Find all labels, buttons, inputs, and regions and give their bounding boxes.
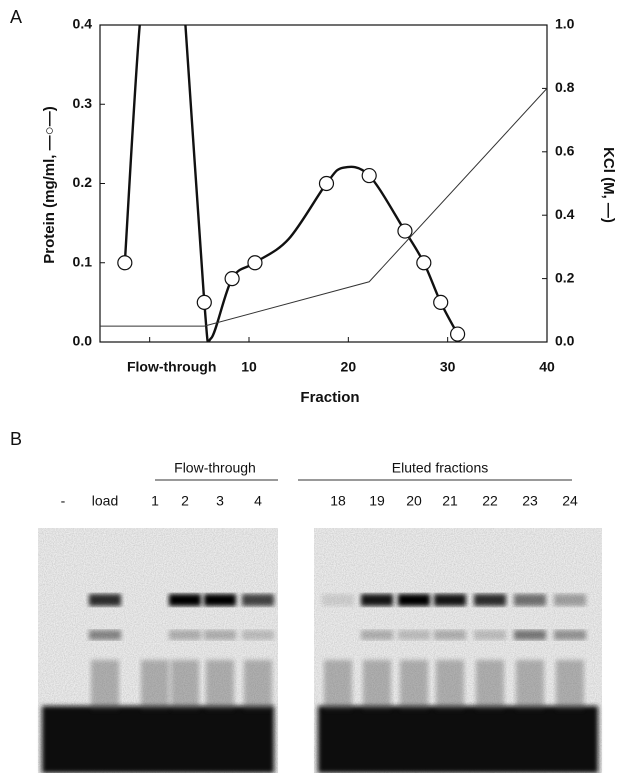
lane-label: 23 bbox=[522, 493, 538, 509]
band bbox=[398, 594, 430, 606]
band bbox=[322, 594, 354, 606]
x-tick-label: 30 bbox=[440, 359, 456, 375]
band bbox=[554, 630, 586, 640]
data-point bbox=[318, 175, 335, 192]
band bbox=[169, 630, 201, 640]
band bbox=[169, 594, 201, 606]
band bbox=[361, 594, 393, 606]
data-point bbox=[416, 255, 432, 271]
x-tick-label: 40 bbox=[539, 359, 555, 375]
lane-label: 3 bbox=[216, 493, 224, 509]
free-probe bbox=[318, 706, 598, 773]
band bbox=[242, 630, 274, 640]
y2-tick-label: 0.0 bbox=[555, 333, 575, 349]
x-tick-label: 20 bbox=[341, 359, 357, 375]
y-tick-label: 0.4 bbox=[73, 16, 93, 32]
kcl-line bbox=[100, 88, 547, 327]
lane-label: 24 bbox=[562, 493, 578, 509]
data-point bbox=[450, 326, 466, 342]
lane-smear bbox=[141, 660, 169, 710]
data-point bbox=[361, 167, 377, 184]
lane-label: 1 bbox=[151, 493, 159, 509]
band bbox=[398, 630, 430, 640]
y-tick-label: 0.1 bbox=[73, 253, 93, 269]
y-tick-label: 0.3 bbox=[73, 95, 93, 111]
band bbox=[554, 594, 586, 606]
lane-smear bbox=[436, 660, 464, 710]
y2-tick-label: 1.0 bbox=[555, 16, 575, 32]
lane-label: 2 bbox=[181, 493, 189, 509]
lane-smear bbox=[206, 660, 234, 710]
band bbox=[89, 630, 121, 640]
lane-smear bbox=[91, 660, 119, 710]
band bbox=[434, 630, 466, 640]
lane-label: 21 bbox=[442, 493, 458, 509]
lane-label: 4 bbox=[254, 493, 262, 509]
band bbox=[434, 594, 466, 606]
lane-label: 20 bbox=[406, 493, 422, 509]
lane-smear bbox=[244, 660, 272, 710]
lane-smear bbox=[324, 660, 352, 710]
lane-smear bbox=[171, 660, 199, 710]
lane-smear bbox=[363, 660, 391, 710]
band bbox=[474, 630, 506, 640]
protein-curve bbox=[123, 25, 459, 342]
panel-label: A bbox=[10, 7, 22, 27]
lane-smear bbox=[476, 660, 504, 710]
lane-label: load bbox=[92, 493, 118, 509]
band bbox=[361, 630, 393, 640]
band bbox=[514, 630, 546, 640]
data-point bbox=[247, 255, 263, 271]
x-axis-title: Fraction bbox=[300, 389, 359, 406]
lane-smear bbox=[400, 660, 428, 710]
panel-label: B bbox=[10, 429, 22, 449]
gel-image bbox=[38, 528, 602, 773]
data-point bbox=[397, 223, 413, 239]
band bbox=[474, 594, 506, 606]
band bbox=[204, 630, 236, 640]
x-tick-label: Flow-through bbox=[127, 359, 216, 375]
y2-tick-label: 0.6 bbox=[555, 143, 575, 159]
data-point bbox=[224, 271, 240, 287]
free-probe bbox=[42, 706, 274, 773]
data-point bbox=[117, 255, 133, 271]
lane-smear bbox=[556, 660, 584, 710]
y2-tick-label: 0.8 bbox=[555, 79, 575, 95]
lane-label: 18 bbox=[330, 493, 346, 509]
group-label: Flow-through bbox=[174, 460, 256, 476]
lane-label: 19 bbox=[369, 493, 385, 509]
y-axis-title: Protein (mg/ml, —○—) bbox=[41, 106, 58, 263]
data-point bbox=[433, 294, 449, 310]
x-tick-label: 10 bbox=[241, 359, 257, 375]
y2-tick-label: 0.2 bbox=[555, 269, 575, 285]
y-tick-label: 0.2 bbox=[73, 174, 93, 190]
band bbox=[89, 594, 121, 606]
lane-label: 22 bbox=[482, 493, 498, 509]
group-label: Eluted fractions bbox=[392, 460, 489, 476]
y-tick-label: 0.0 bbox=[73, 333, 93, 349]
y2-axis-title: KCl (M, —) bbox=[600, 147, 617, 223]
data-point bbox=[196, 294, 212, 310]
band bbox=[242, 594, 274, 606]
band bbox=[204, 594, 236, 606]
lane-smear bbox=[516, 660, 544, 710]
lane-label: - bbox=[61, 493, 66, 509]
y2-tick-label: 0.4 bbox=[555, 206, 575, 222]
band bbox=[514, 594, 546, 606]
